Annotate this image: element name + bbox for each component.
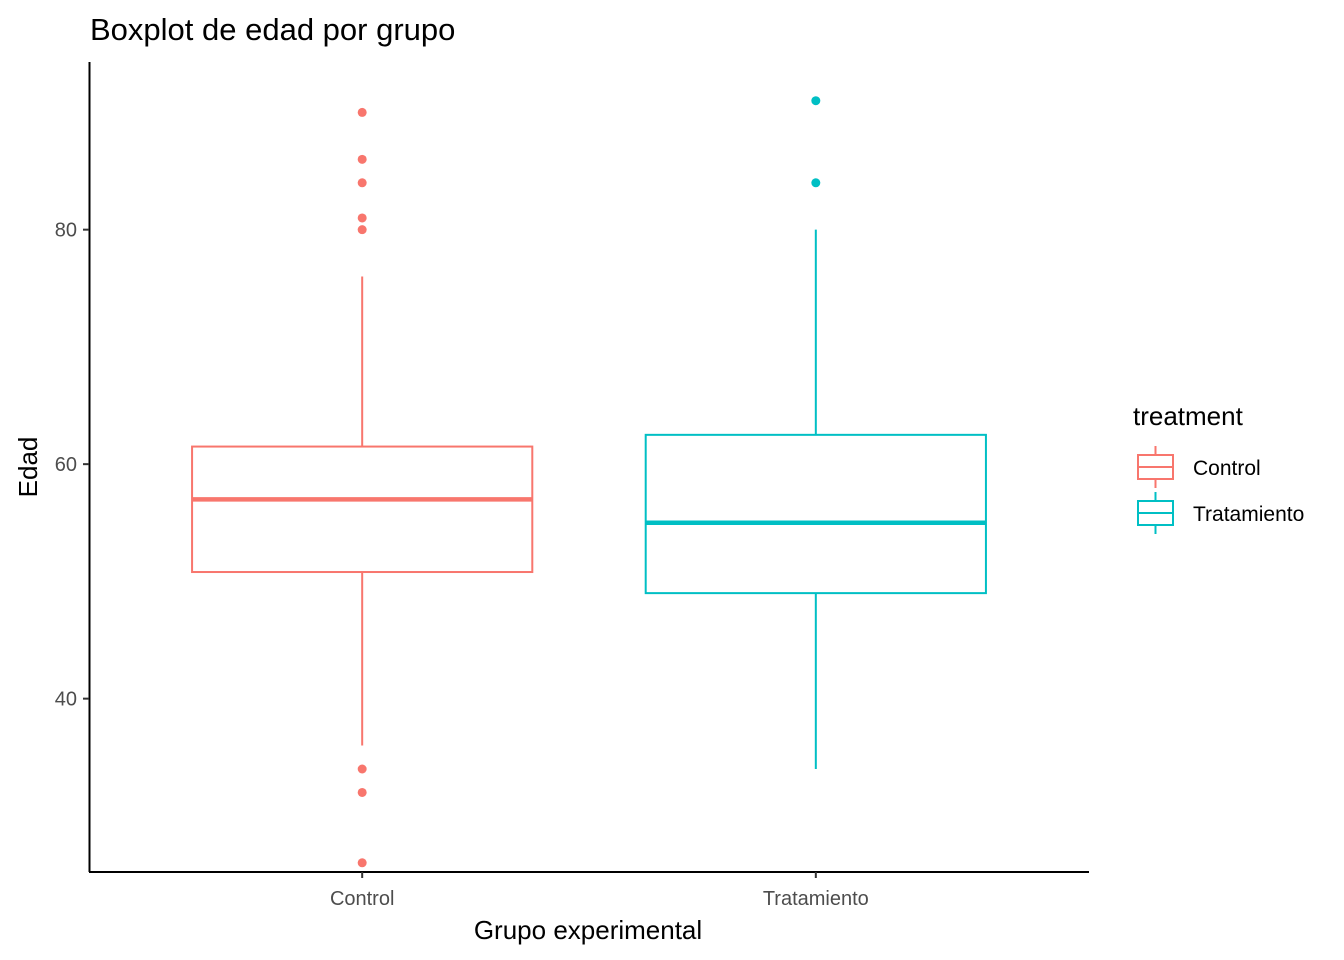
box-tratamiento bbox=[644, 96, 987, 769]
outlier-point bbox=[357, 787, 367, 797]
legend-label: Tratamiento bbox=[1193, 503, 1304, 526]
outlier-point bbox=[811, 96, 821, 106]
outlier-point bbox=[357, 178, 367, 188]
plot-area bbox=[191, 96, 987, 868]
outlier-point bbox=[357, 764, 367, 774]
legend-label: Control bbox=[1193, 457, 1261, 480]
y-tick-label: 60 bbox=[55, 454, 77, 476]
outlier-point bbox=[357, 225, 367, 235]
box-iqr bbox=[191, 445, 534, 574]
x-tick-label: Control bbox=[330, 888, 394, 910]
legend-item-tratamiento: Tratamiento bbox=[1137, 492, 1304, 534]
legend-item-control: Control bbox=[1137, 446, 1261, 488]
box-iqr bbox=[644, 433, 987, 595]
outlier-point bbox=[357, 858, 367, 868]
box-control bbox=[191, 107, 534, 868]
y-tick-label: 40 bbox=[55, 689, 77, 711]
y-tick-label: 80 bbox=[55, 220, 77, 242]
x-axis-title: Grupo experimental bbox=[474, 915, 702, 945]
outlier-point bbox=[357, 213, 367, 223]
x-axis-ticks: Control Tratamiento bbox=[330, 872, 869, 910]
outlier-point bbox=[357, 154, 367, 164]
legend-items: Control Tratamiento bbox=[1137, 446, 1304, 534]
legend: treatment Control Tratamiento bbox=[1133, 401, 1304, 534]
y-axis-ticks: 40 60 80 bbox=[55, 220, 89, 711]
chart-title: Boxplot de edad por grupo bbox=[90, 12, 455, 47]
outlier-point bbox=[811, 178, 821, 188]
x-tick-label: Tratamiento bbox=[763, 888, 869, 910]
y-axis-title: Edad bbox=[13, 437, 43, 498]
outlier-point bbox=[357, 107, 367, 117]
legend-title: treatment bbox=[1133, 401, 1244, 431]
